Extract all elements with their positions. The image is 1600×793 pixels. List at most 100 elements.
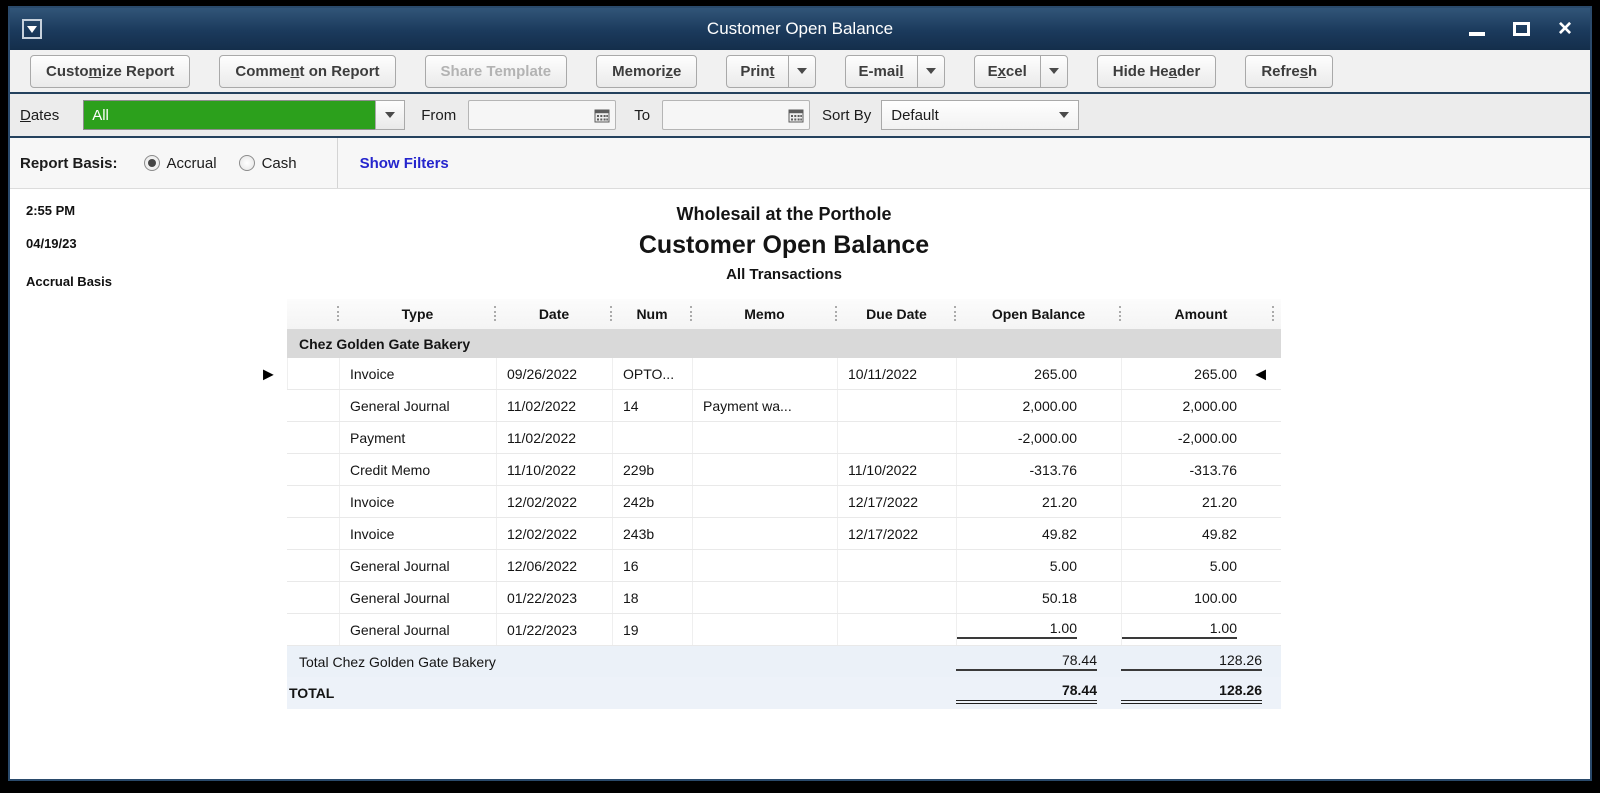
customer-group-header[interactable]: Chez Golden Gate Bakery [287, 329, 1281, 358]
table-row[interactable]: Invoice 12/02/2022 242b 12/17/2022 21.20… [287, 486, 1281, 518]
report-basis-label: Report Basis: [20, 154, 118, 172]
chevron-down-icon [1059, 112, 1070, 118]
chevron-down-icon [925, 68, 936, 74]
column-resize-handle[interactable] [1119, 306, 1121, 321]
calendar-icon[interactable] [788, 108, 804, 123]
table-header-row: Type Date Num Memo Due Date Open Balance… [287, 299, 1281, 329]
table-row[interactable]: General Journal 12/06/2022 16 5.00 5.00 [287, 550, 1281, 582]
report-date: 04/19/23 [26, 236, 77, 251]
column-resize-handle[interactable] [494, 306, 496, 321]
filter-bar: Dates All From To [10, 94, 1590, 138]
cell-type: General Journal [339, 582, 496, 613]
cell-date: 12/02/2022 [496, 486, 612, 517]
table-row[interactable]: General Journal 01/22/2023 19 1.00 1.00 [287, 614, 1281, 646]
cell-date: 01/22/2023 [496, 582, 612, 613]
cash-radio[interactable] [238, 155, 255, 171]
group-total-amount: 128.26 [1121, 652, 1281, 671]
cell-date: 11/02/2022 [496, 390, 612, 421]
column-resize-handle[interactable] [835, 306, 837, 321]
cell-type: General Journal [339, 550, 496, 581]
table-row[interactable]: ▶ Invoice 09/26/2022 OPTO... 10/11/2022 … [263, 358, 1281, 390]
table-row[interactable]: Invoice 12/02/2022 243b 12/17/2022 49.82… [287, 518, 1281, 550]
memorize-button[interactable]: Memori z e [596, 54, 698, 88]
dates-select[interactable]: All [83, 100, 406, 130]
dates-selected-value: All [83, 100, 376, 130]
report-subtitle: All Transactions [726, 266, 842, 283]
cell-open-balance: 265.00 [956, 358, 1121, 389]
column-resize-handle[interactable] [690, 306, 692, 321]
cell-open-balance: 50.18 [956, 582, 1121, 613]
column-resize-handle[interactable] [954, 306, 956, 321]
customize-report-button[interactable]: Custo m ize Report [30, 54, 191, 88]
comment-on-report-button[interactable]: Comme n t on Report [219, 54, 396, 88]
calendar-icon[interactable] [594, 108, 610, 123]
column-resize-handle[interactable] [1272, 306, 1274, 321]
close-icon[interactable]: × [1557, 15, 1572, 42]
table-row[interactable]: General Journal 01/22/2023 18 50.18 100.… [287, 582, 1281, 614]
column-resize-handle[interactable] [610, 306, 612, 321]
cell-type: Invoice [339, 486, 496, 517]
from-date-input[interactable] [468, 100, 617, 130]
window-menu-icon[interactable] [22, 19, 42, 39]
excel-dropdown-arrow[interactable] [1039, 55, 1067, 87]
table-row[interactable]: General Journal 11/02/2022 14 Payment wa… [287, 390, 1281, 422]
show-filters-link[interactable]: Show Filters [359, 154, 449, 172]
cash-radio-group[interactable]: Cash [238, 155, 297, 172]
window-title: Customer Open Balance [706, 19, 894, 38]
cell-due-date [837, 614, 956, 645]
accrual-radio-label: Accrual [166, 154, 217, 172]
divider [336, 138, 338, 188]
maximize-icon[interactable] [1512, 22, 1530, 36]
cell-num: 242b [612, 486, 692, 517]
grand-total-row[interactable]: TOTAL 78.44 128.26 [287, 677, 1281, 709]
cell-memo [692, 582, 837, 613]
hide-header-button[interactable]: Hide He a der [1096, 54, 1217, 88]
column-header-type: Type [401, 306, 434, 322]
chevron-down-icon [385, 112, 396, 118]
cell-memo [692, 454, 837, 485]
report-body: 2:55 PM 04/19/23 Accrual Basis Wholesail… [10, 189, 1590, 775]
cell-date: 09/26/2022 [496, 358, 612, 389]
share-template-button[interactable]: Share Template [424, 54, 568, 88]
cell-num: 18 [612, 582, 692, 613]
print-button[interactable]: Prin t [726, 54, 816, 88]
cell-type: General Journal [339, 614, 496, 645]
cell-type: Invoice [339, 518, 496, 549]
cell-due-date [837, 422, 956, 453]
cell-due-date [837, 550, 956, 581]
cell-amount: 265.00 [1121, 358, 1281, 389]
dates-dropdown-arrow[interactable] [375, 100, 406, 130]
report-title: Customer Open Balance [638, 231, 930, 259]
group-total-row[interactable]: Total Chez Golden Gate Bakery 78.44 128.… [287, 646, 1281, 677]
table-row[interactable]: Payment 11/02/2022 -2,000.00 -2,000.00 [287, 422, 1281, 454]
cell-date: 01/22/2023 [496, 614, 612, 645]
cell-memo [692, 358, 837, 389]
minimize-icon[interactable] [1468, 32, 1485, 36]
email-dropdown-arrow[interactable] [916, 55, 944, 87]
print-dropdown-arrow[interactable] [787, 55, 815, 87]
dates-label: Dates [20, 106, 60, 124]
sort-by-select[interactable]: Default [881, 100, 1080, 130]
cell-amount: -2,000.00 [1121, 422, 1281, 453]
cell-amount: 5.00 [1121, 550, 1281, 581]
email-button[interactable]: E-mai l [844, 54, 945, 88]
from-label: From [421, 106, 457, 124]
cell-open-balance: 21.20 [956, 486, 1121, 517]
cell-date: 11/10/2022 [496, 454, 612, 485]
table-row[interactable]: Credit Memo 11/10/2022 229b 11/10/2022 -… [287, 454, 1281, 486]
cell-num [612, 422, 692, 453]
cell-memo [692, 486, 837, 517]
cell-amount: 100.00 [1121, 582, 1281, 613]
report-basis-text: Accrual Basis [26, 274, 112, 289]
to-date-input[interactable] [662, 100, 811, 130]
column-resize-handle[interactable] [337, 306, 339, 321]
accrual-radio[interactable] [143, 155, 160, 171]
cell-due-date [837, 390, 956, 421]
refresh-button[interactable]: Refre s h [1245, 54, 1334, 88]
cell-amount: 2,000.00 [1121, 390, 1281, 421]
accrual-radio-group[interactable]: Accrual [143, 154, 217, 172]
chevron-down-icon [1048, 68, 1059, 74]
cell-due-date: 11/10/2022 [837, 454, 956, 485]
cell-open-balance: 2,000.00 [956, 390, 1121, 421]
